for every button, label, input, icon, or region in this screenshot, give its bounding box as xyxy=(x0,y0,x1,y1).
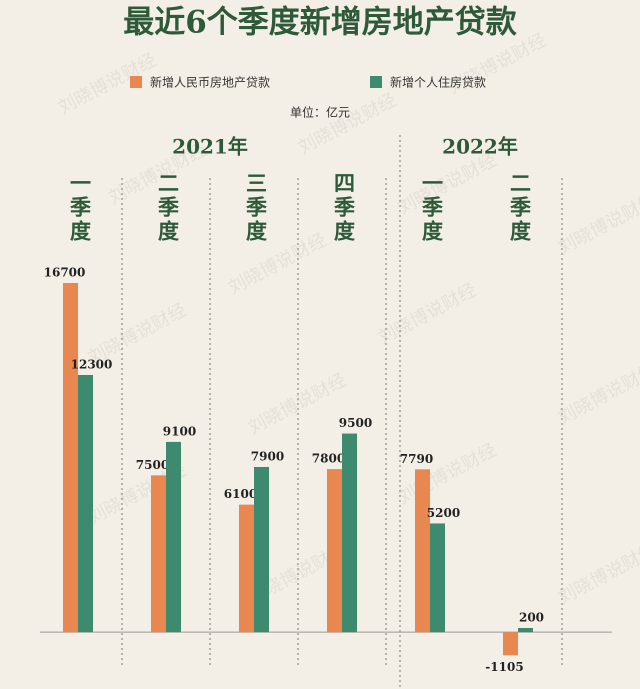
category-label: 四季度 xyxy=(332,172,357,244)
value-label: 7790 xyxy=(400,452,433,466)
bar xyxy=(518,628,533,633)
legend-swatch xyxy=(130,76,142,88)
value-label: 200 xyxy=(519,611,544,625)
value-label: 9500 xyxy=(339,416,372,430)
value-label: 16700 xyxy=(44,266,86,280)
value-label: 5200 xyxy=(427,506,460,520)
bar xyxy=(239,504,254,633)
bar xyxy=(254,467,269,633)
category-label: 一季度 xyxy=(420,172,445,244)
value-label: 7800 xyxy=(312,452,345,466)
bar xyxy=(78,375,93,633)
legend-label: 新增个人住房贷款 xyxy=(390,75,486,90)
category-label: 三季度 xyxy=(244,172,269,244)
bar xyxy=(151,475,166,633)
legend-swatch xyxy=(370,76,382,88)
bar xyxy=(342,433,357,633)
value-label: 6100 xyxy=(224,487,257,501)
legend-label: 新增人民币房地产贷款 xyxy=(150,75,270,90)
value-label: 12300 xyxy=(71,358,113,372)
category-label: 二季度 xyxy=(508,172,533,244)
unit-label: 单位：亿元 xyxy=(290,105,350,120)
value-label: 7900 xyxy=(251,450,284,464)
year-label: 2021年 xyxy=(172,135,248,159)
bar xyxy=(503,632,518,656)
value-label: 9100 xyxy=(163,424,196,438)
bar xyxy=(63,283,78,633)
year-label: 2022年 xyxy=(442,135,518,159)
bar xyxy=(166,441,181,633)
category-label: 一季度 xyxy=(68,172,93,244)
category-label: 二季度 xyxy=(156,172,181,244)
value-label: -1105 xyxy=(485,660,523,674)
bar xyxy=(415,469,430,633)
chart-title: 最近6个季度新增房地产贷款 xyxy=(123,5,518,41)
value-label: 7500 xyxy=(136,458,169,472)
bar xyxy=(430,523,445,633)
bar xyxy=(327,469,342,633)
